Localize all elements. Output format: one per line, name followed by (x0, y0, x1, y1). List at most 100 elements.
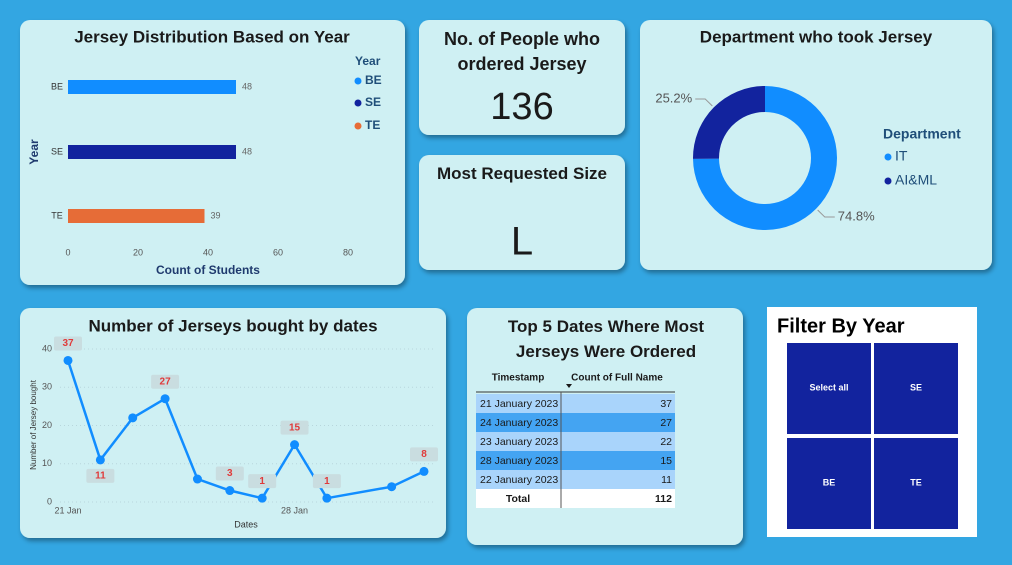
x-tick-label: 28 Jan (281, 505, 308, 515)
table-row (476, 394, 675, 413)
card-value: 136 (490, 86, 553, 128)
line-point (225, 486, 235, 496)
slicer-tile[interactable] (874, 438, 958, 529)
data-label: 1 (324, 476, 330, 487)
bar (68, 80, 236, 94)
table-title: Top 5 Dates Where Most Jerseys Were Orde… (507, 317, 705, 361)
table-cell: 22 January 2023 (480, 474, 558, 486)
data-label: 48 (242, 81, 252, 91)
slicer-tile[interactable] (787, 343, 871, 434)
slicer-label[interactable]: TE (910, 477, 922, 487)
chart-title: Department who took Jersey (700, 27, 933, 46)
slicer-label[interactable]: BE (823, 477, 836, 487)
line-point (419, 466, 429, 476)
bar (68, 209, 205, 223)
line-point (290, 440, 300, 450)
line-point (387, 482, 397, 492)
table-row (476, 432, 675, 451)
x-tick-label: 0 (65, 247, 70, 257)
slicer-label[interactable]: SE (910, 382, 922, 392)
legend-title: Department (883, 126, 961, 142)
table-row (476, 451, 675, 470)
data-label: 3 (227, 468, 233, 479)
x-tick-label: 20 (133, 247, 143, 257)
data-label: 25.2% (655, 90, 692, 105)
data-label: 37 (62, 338, 74, 349)
table-total: 112 (655, 493, 672, 505)
card-panel (419, 20, 625, 135)
y-tick-label: 30 (42, 382, 52, 392)
table-cell: 22 (660, 436, 672, 448)
legend-label: IT (895, 148, 908, 164)
y-axis-title: Number of Jersey bought (29, 379, 38, 470)
data-label: 1 (259, 476, 265, 487)
x-tick-label: 60 (273, 247, 283, 257)
line-panel (20, 308, 446, 538)
legend-title: Year (355, 54, 381, 68)
legend-label: TE (365, 118, 380, 132)
legend-label: SE (365, 95, 381, 109)
data-label-box (151, 374, 180, 389)
slicer-tile[interactable] (874, 343, 958, 434)
data-label: 27 (160, 376, 172, 387)
x-axis-title: Count of Students (156, 263, 260, 277)
data-label-box (54, 336, 82, 351)
column-header: Timestamp (492, 373, 545, 384)
table-row (476, 413, 675, 432)
data-label-box (280, 420, 309, 435)
line-point (128, 413, 138, 423)
legend-marker (354, 77, 362, 85)
legend-label: AI&ML (895, 172, 937, 188)
legend-marker (354, 99, 362, 107)
slicer-title: Filter By Year (777, 315, 905, 337)
sort-icon (566, 384, 572, 388)
table-cell: 27 (660, 417, 672, 429)
y-tick-label: 40 (42, 343, 52, 353)
column-header: Count of Full Name (571, 373, 663, 384)
x-tick-label: 21 Jan (54, 505, 81, 515)
line-point (63, 355, 73, 365)
y-tick-label: 10 (42, 458, 52, 468)
data-label: 74.8% (838, 208, 875, 223)
card-value: L (511, 220, 533, 264)
table-total: Total (506, 493, 530, 505)
legend-marker (884, 153, 892, 161)
y-tick-label: SE (51, 146, 63, 156)
y-tick-label: 0 (47, 496, 52, 506)
table-cell: 21 January 2023 (480, 398, 558, 410)
line-point (257, 493, 267, 503)
total-row (476, 489, 675, 508)
line-point (322, 493, 332, 503)
data-label-box (86, 468, 115, 483)
data-label: 8 (421, 449, 427, 460)
slicer-tile[interactable] (787, 438, 871, 529)
line-point (160, 394, 170, 404)
table-cell: 23 January 2023 (480, 436, 558, 448)
table-row (476, 470, 675, 489)
data-label: 39 (211, 210, 221, 220)
y-axis-title: Year (27, 139, 41, 165)
x-axis-title: Dates (234, 519, 258, 529)
table-cell: 11 (661, 474, 672, 486)
donut-slice (693, 86, 765, 159)
table-cell: 15 (660, 455, 672, 467)
card-panel (419, 155, 625, 270)
x-tick-label: 40 (203, 247, 213, 257)
y-tick-label: BE (51, 81, 63, 91)
card-title: Most Requested Size (436, 164, 608, 183)
data-label-box (312, 474, 341, 489)
data-label-box (248, 474, 277, 489)
data-label-box (410, 447, 438, 462)
legend-label: BE (365, 73, 382, 87)
chart-title: Jersey Distribution Based on Year (74, 27, 350, 46)
y-tick-label: TE (51, 210, 63, 220)
slicer-label[interactable]: Select all (809, 382, 848, 392)
table-cell: 28 January 2023 (480, 455, 558, 467)
data-label: 15 (289, 422, 301, 433)
bar (68, 145, 236, 159)
data-label-box (215, 466, 244, 481)
y-tick-label: 20 (42, 420, 52, 430)
line-point (192, 474, 202, 484)
